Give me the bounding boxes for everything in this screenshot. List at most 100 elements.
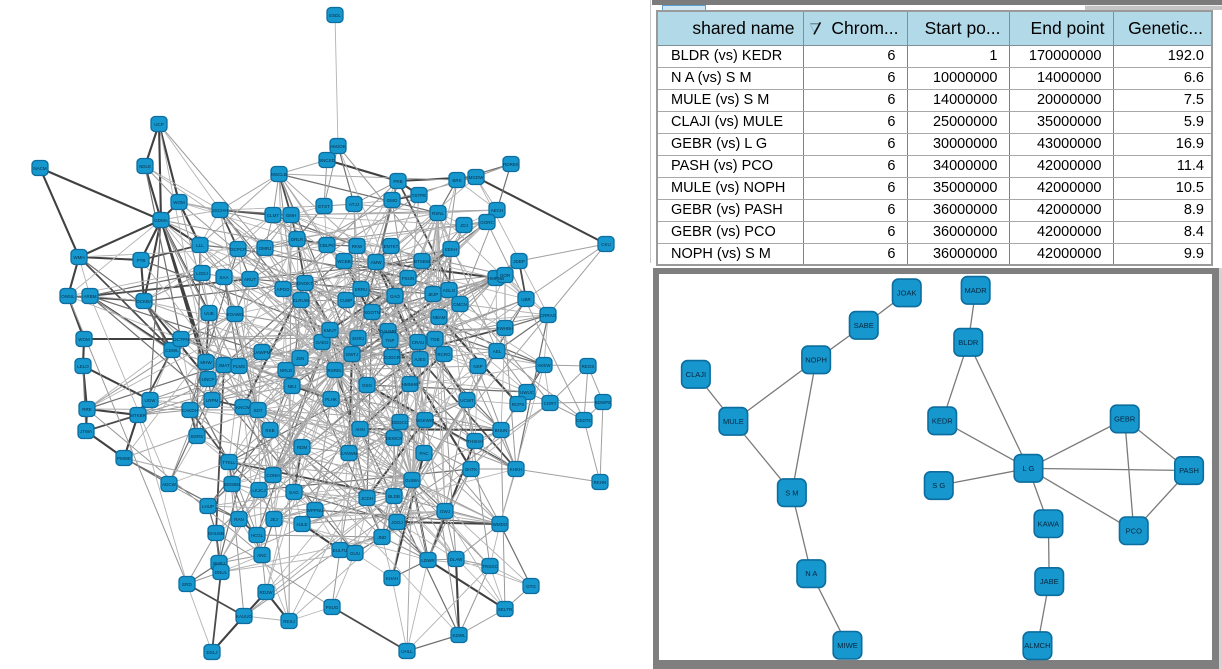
svg-text:JCDH: JCDH	[361, 496, 373, 501]
svg-text:GTG: GTG	[526, 584, 536, 589]
svg-text:SDT: SDT	[254, 408, 263, 413]
svg-text:THSHH: THSHH	[467, 439, 483, 444]
svg-text:GHTK: GHTK	[465, 467, 478, 472]
svg-text:JDBP: JDBP	[513, 259, 525, 264]
svg-text:AMJOK: AMJOK	[330, 144, 346, 149]
svg-text:GSG: GSG	[362, 383, 373, 388]
svg-text:TRSGC: TRSGC	[482, 564, 499, 569]
svg-text:GEBR: GEBR	[1114, 415, 1136, 424]
svg-text:PASH: PASH	[1179, 466, 1199, 475]
svg-text:AEL: AEL	[493, 349, 502, 354]
svg-text:BLDB: BLDB	[388, 494, 400, 499]
svg-text:HJLE: HJLE	[296, 522, 307, 527]
svg-text:SNCSD: SNCSD	[319, 158, 336, 163]
svg-text:UUB: UUB	[204, 311, 214, 316]
svg-text:OAUMN: OAUMN	[380, 329, 397, 334]
svg-text:CDWL: CDWL	[165, 348, 179, 353]
svg-text:OCKBA: OCKBA	[136, 299, 152, 304]
svg-text:AKEW: AKEW	[537, 363, 551, 368]
svg-text:BSGBM: BSGBM	[224, 482, 241, 487]
svg-text:BTSBW: BTSBW	[414, 259, 431, 264]
svg-text:MHW: MHW	[200, 360, 212, 365]
svg-text:DEWCK: DEWCK	[386, 436, 403, 441]
svg-text:JTWA: JTWA	[80, 429, 92, 434]
svg-text:NBAM: NBAM	[432, 315, 445, 320]
svg-text:KHAH: KHAH	[386, 576, 399, 581]
svg-text:WOM: WOM	[78, 337, 90, 342]
svg-text:RCRG: RCRG	[437, 352, 451, 357]
svg-text:L G: L G	[1022, 464, 1034, 473]
svg-text:ALMCH: ALMCH	[1024, 641, 1050, 650]
svg-text:RKB: RKB	[265, 428, 274, 433]
svg-text:REOS: REOS	[582, 364, 595, 369]
svg-text:JND: JND	[378, 535, 387, 540]
svg-text:DCTPN: DCTPN	[173, 337, 189, 342]
svg-text:DEDCC: DEDCC	[392, 420, 409, 425]
svg-text:UGW: UGW	[145, 398, 157, 403]
svg-text:AGLG: AGLG	[443, 288, 456, 293]
svg-text:SGOTN: SGOTN	[364, 310, 380, 315]
svg-text:MULE: MULE	[723, 417, 744, 426]
svg-text:ESDL: ESDL	[329, 13, 341, 18]
svg-text:SAA: SAA	[219, 275, 228, 280]
svg-text:DNOKT: DNOKT	[297, 281, 313, 286]
svg-text:GAEG: GAEG	[315, 340, 329, 345]
svg-text:BHUN: BHUN	[495, 428, 508, 433]
svg-text:RCPS: RCPS	[512, 402, 525, 407]
svg-text:GMO: GMO	[387, 198, 398, 203]
svg-text:DSLJ: DSLJ	[206, 650, 217, 655]
svg-text:S M: S M	[785, 488, 798, 497]
svg-text:TDB: TDB	[431, 337, 440, 342]
svg-text:ADCW: ADCW	[162, 482, 177, 487]
svg-text:WMH: WMH	[73, 255, 84, 260]
svg-text:WMDO: WMDO	[493, 522, 508, 527]
svg-text:EEKH: EEKH	[445, 247, 457, 252]
svg-text:RRE: RRE	[82, 407, 92, 412]
svg-text:DHUSB: DHUSB	[208, 531, 224, 536]
svg-text:OOR: OOR	[500, 273, 511, 278]
svg-text:PSUN: PSUN	[402, 276, 415, 281]
svg-text:PTB: PTB	[137, 258, 146, 263]
svg-text:OMRJ: OMRJ	[259, 246, 272, 251]
svg-text:UGKWW: UGKWW	[416, 418, 435, 423]
svg-text:NDLE: NDLE	[139, 164, 151, 169]
svg-text:GORC: GORC	[480, 220, 494, 225]
svg-text:DLAW: DLAW	[450, 557, 464, 562]
svg-text:ETST: ETST	[318, 204, 330, 209]
svg-text:ATJJ: ATJJ	[349, 202, 359, 207]
svg-text:JDJ: JDJ	[460, 223, 468, 228]
svg-text:ARBM: ARBM	[83, 294, 96, 299]
svg-text:AMW: AMW	[371, 260, 383, 265]
svg-text:UBR: UBR	[521, 297, 531, 302]
svg-text:GWJ: GWJ	[440, 509, 450, 514]
svg-text:HMPNB: HMPNB	[488, 276, 504, 281]
svg-text:MSCLB: MSCLB	[271, 172, 287, 177]
svg-text:N A: N A	[805, 569, 817, 578]
svg-text:BLDR: BLDR	[958, 338, 979, 347]
svg-text:EULTU: EULTU	[333, 548, 347, 553]
svg-text:NRLD: NRLD	[280, 368, 293, 373]
svg-text:GUWA: GUWA	[405, 478, 419, 483]
svg-text:RAN: RAN	[234, 517, 244, 522]
svg-text:KDWL: KDWL	[452, 633, 465, 638]
svg-text:ERRU: ERRU	[355, 287, 368, 292]
svg-text:CORT: CORT	[544, 401, 557, 406]
svg-text:CKU: CKU	[601, 242, 611, 247]
svg-text:TSTPE: TSTPE	[412, 193, 427, 198]
svg-text:RESJ: RESJ	[283, 619, 295, 624]
svg-text:CEDTC: CEDTC	[576, 418, 592, 423]
svg-text:BDWPE: BDWPE	[595, 400, 612, 405]
svg-text:CRRAG: CRRAG	[540, 313, 557, 318]
svg-text:UCP: UCP	[154, 122, 164, 127]
svg-text:APDO: APDO	[277, 287, 290, 292]
svg-text:BSRS: BSRS	[191, 434, 203, 439]
svg-text:RKW: RKW	[352, 244, 363, 249]
svg-text:RDJW: RDJW	[260, 590, 274, 595]
svg-text:JSN: JSN	[296, 356, 305, 361]
svg-text:CMCN: CMCN	[453, 302, 467, 307]
svg-text:NOPH: NOPH	[805, 355, 827, 364]
svg-text:TNP: TNP	[386, 338, 395, 343]
svg-text:LLL: LLL	[196, 243, 204, 248]
svg-text:DNUL: DNUL	[215, 570, 228, 575]
svg-text:ELRUW: ELRUW	[293, 298, 310, 303]
